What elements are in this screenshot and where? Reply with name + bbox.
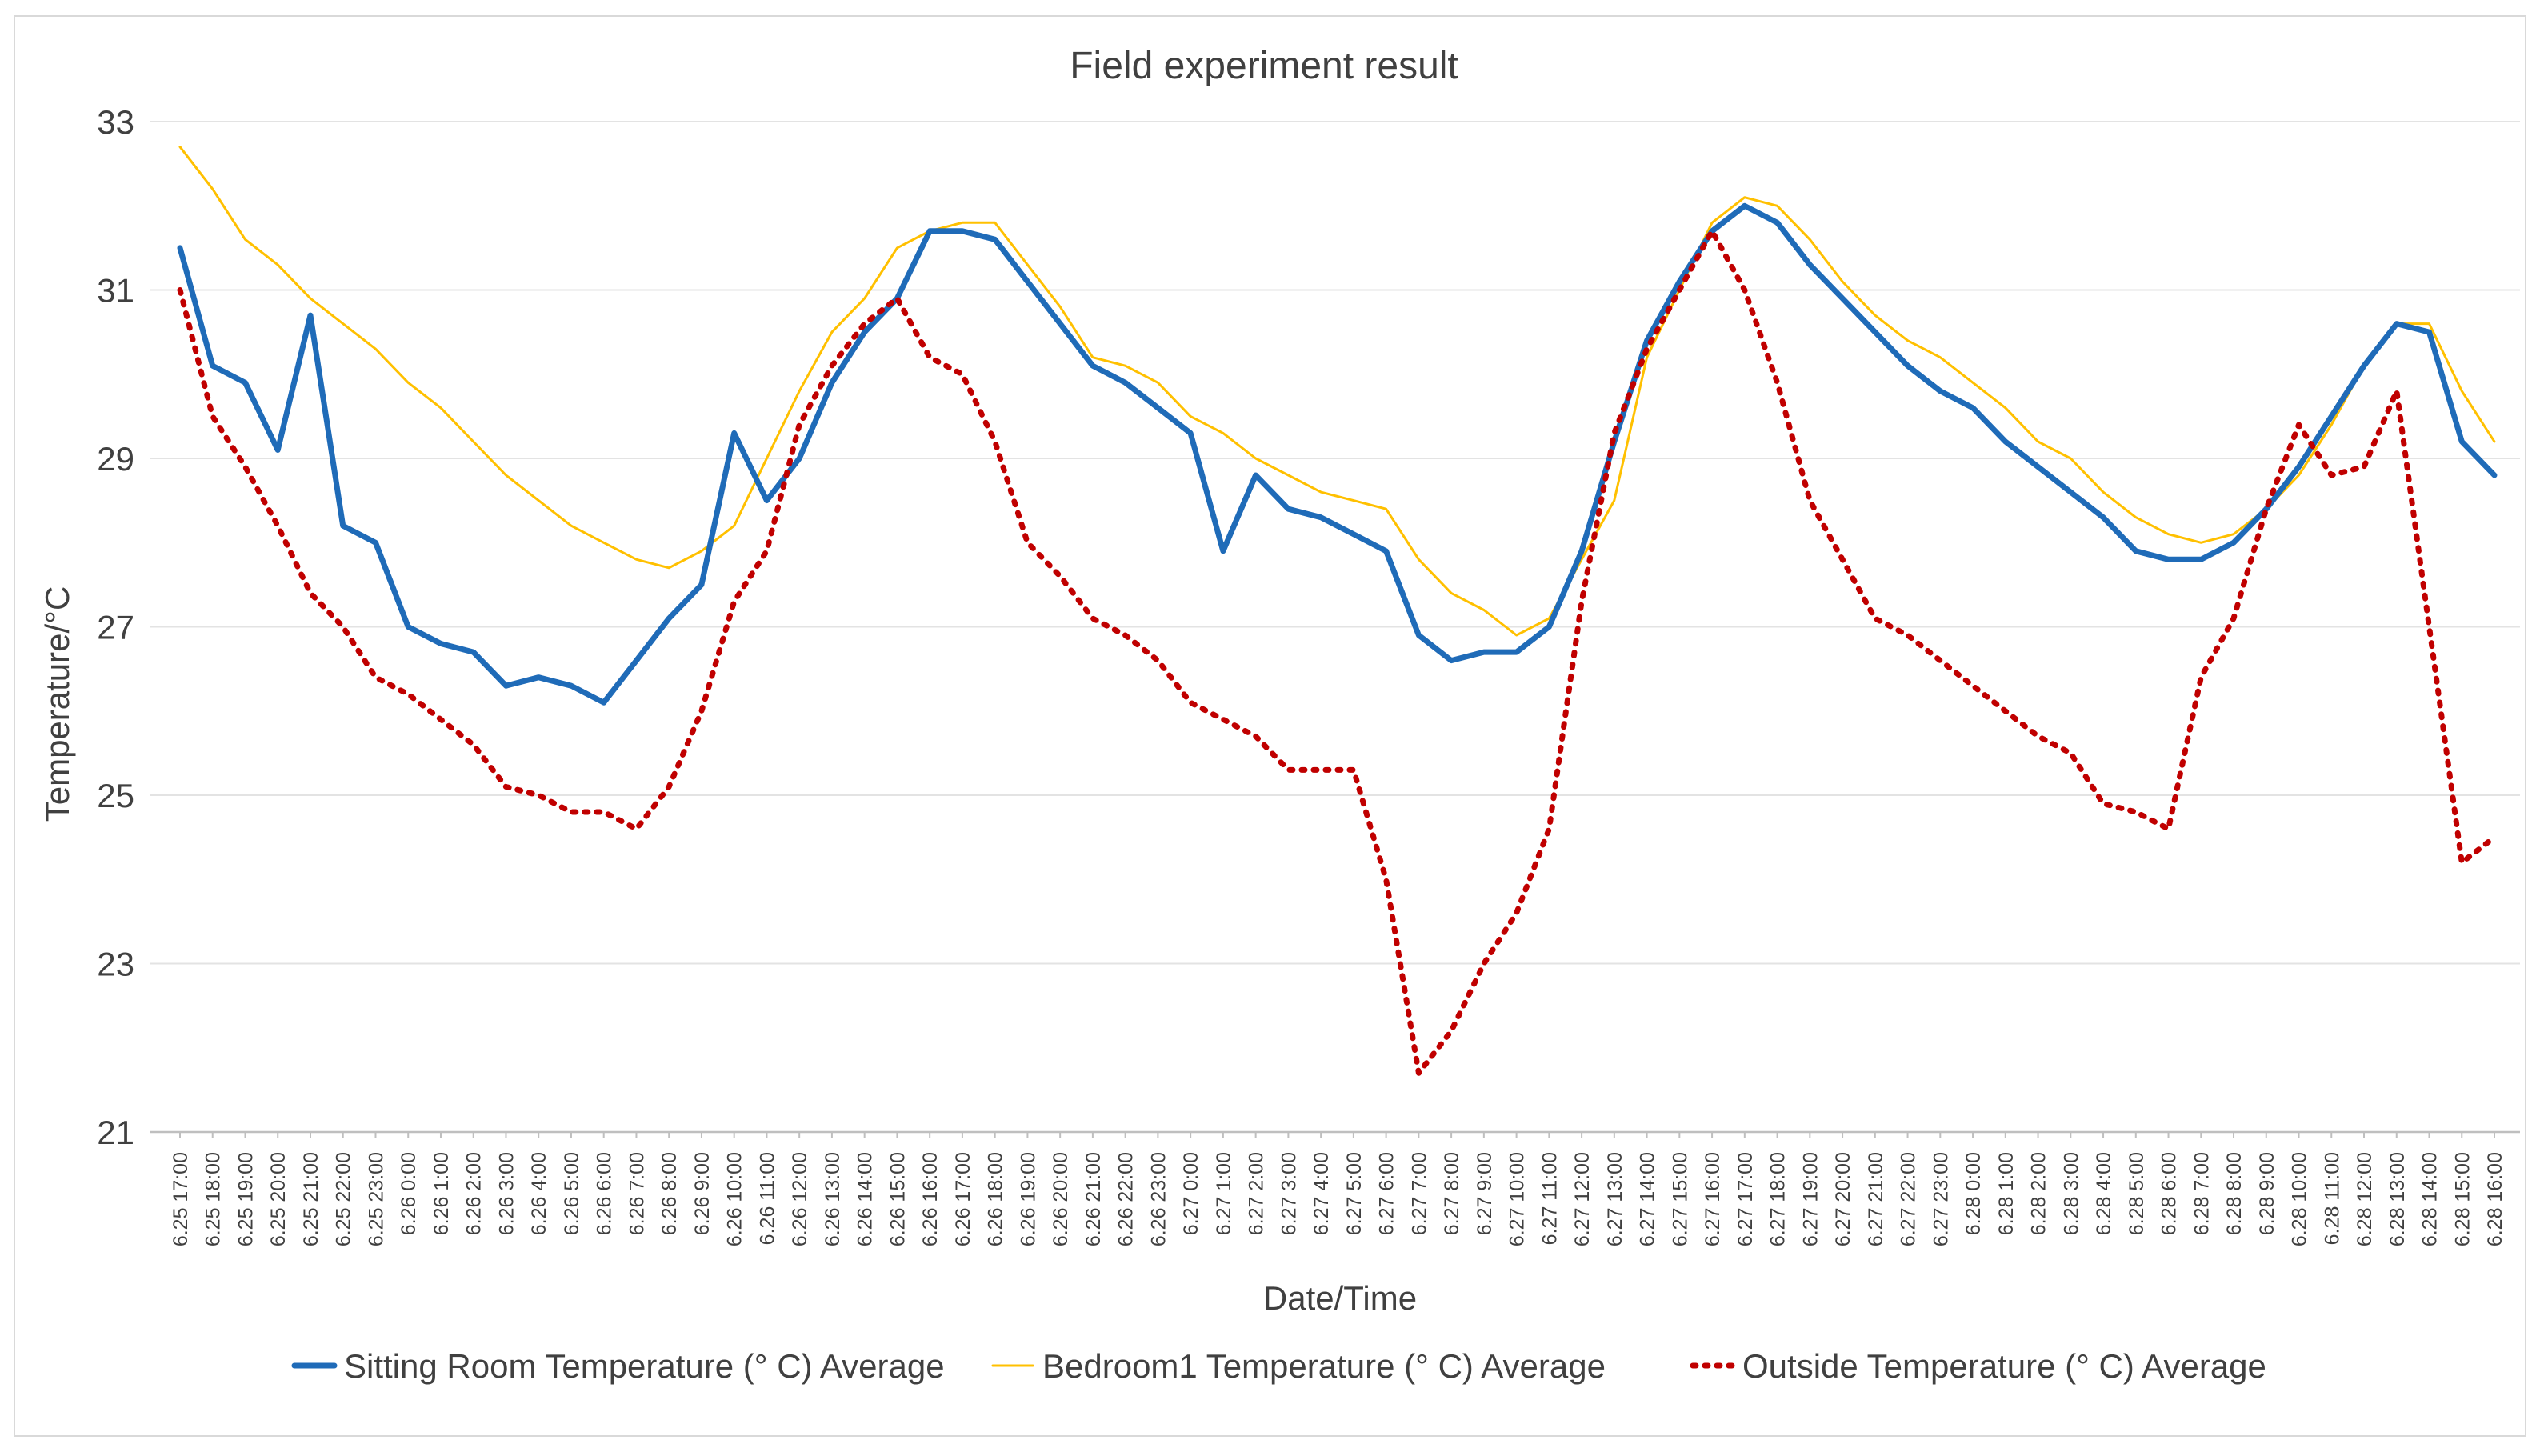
- x-tick-label: 6.26 0:00: [398, 1152, 420, 1235]
- x-tick-label: 6.27 7:00: [1408, 1152, 1430, 1235]
- series-line-2: [177, 228, 2498, 1076]
- x-tick-label: 6.26 6:00: [594, 1152, 616, 1235]
- chart-title: Field experiment result: [1070, 45, 1458, 87]
- x-tick-label: 6.26 2:00: [463, 1152, 486, 1235]
- series-lines: [177, 146, 2498, 1076]
- x-tick-label: 6.26 21:00: [1082, 1152, 1105, 1246]
- x-tick-label: 6.26 11:00: [756, 1152, 778, 1245]
- x-tick-label: 6.27 16:00: [1702, 1152, 1724, 1246]
- x-tick-label: 6.28 16:00: [2484, 1152, 2506, 1246]
- x-tick-label: 6.27 17:00: [1734, 1152, 1757, 1246]
- x-tick-label: 6.26 19:00: [1017, 1152, 1039, 1246]
- y-axis-ticks: 21 23 25 27 29 31 33: [97, 103, 134, 1151]
- x-tick-label: 6.25 22:00: [333, 1152, 355, 1246]
- x-tick-label: 6.27 20:00: [1832, 1152, 1854, 1246]
- x-tick-label: 6.28 2:00: [2028, 1152, 2050, 1235]
- x-tick-label: 6.25 23:00: [365, 1152, 387, 1246]
- x-tick-label: 6.26 20:00: [1050, 1152, 1072, 1246]
- legend-label-1: Bedroom1 Temperature (° C) Average: [1042, 1347, 1606, 1385]
- x-tick-label: 6.26 15:00: [886, 1152, 909, 1246]
- y-tick-label: 27: [97, 609, 134, 646]
- x-tick-label: 6.26 10:00: [724, 1152, 746, 1246]
- x-tick-label: 6.27 18:00: [1767, 1152, 1790, 1246]
- x-tick-label: 6.28 10:00: [2289, 1152, 2311, 1246]
- x-tick-label: 6.27 5:00: [1343, 1152, 1366, 1235]
- x-tick-label: 6.26 5:00: [561, 1152, 583, 1235]
- x-tick-label: 6.27 12:00: [1571, 1152, 1594, 1246]
- x-tick-label: 6.28 14:00: [2419, 1152, 2442, 1246]
- y-axis-label: Temperature/°C: [38, 586, 76, 822]
- x-tick-label: 6.28 11:00: [2321, 1152, 2343, 1245]
- x-tick-label: 6.26 17:00: [952, 1152, 974, 1246]
- x-tick-label: 6.28 15:00: [2451, 1152, 2474, 1246]
- x-tick-label: 6.28 5:00: [2126, 1152, 2148, 1235]
- x-tick-label: 6.27 10:00: [1506, 1152, 1529, 1246]
- x-tick-label: 6.28 4:00: [2093, 1152, 2115, 1235]
- y-tick-label: 31: [97, 272, 134, 310]
- x-tick-label: 6.27 23:00: [1930, 1152, 1952, 1246]
- x-tick-label: 6.27 22:00: [1898, 1152, 1920, 1246]
- x-tick-label: 6.27 11:00: [1538, 1152, 1561, 1245]
- x-tick-label: 6.26 14:00: [854, 1152, 877, 1246]
- x-tick-label: 6.27 0:00: [1180, 1152, 1202, 1235]
- x-tick-label: 6.26 23:00: [1147, 1152, 1170, 1246]
- legend: Sitting Room Temperature (° C) Average Be…: [291, 1347, 2266, 1385]
- x-tick-label: 6.27 19:00: [1799, 1152, 1822, 1246]
- x-tick-label: 6.28 3:00: [2060, 1152, 2082, 1235]
- x-tick-label: 6.27 13:00: [1604, 1152, 1626, 1246]
- x-tick-label: 6.27 15:00: [1669, 1152, 1691, 1246]
- gridlines: [150, 121, 2520, 1134]
- x-tick-label: 6.26 13:00: [822, 1152, 844, 1246]
- y-tick-label: 25: [97, 777, 134, 814]
- x-tick-label: 6.26 16:00: [919, 1152, 942, 1246]
- legend-label-0: Sitting Room Temperature (° C) Average: [344, 1347, 945, 1385]
- y-tick-label: 33: [97, 103, 134, 141]
- x-tick-label: 6.25 19:00: [234, 1152, 257, 1246]
- x-tick-label: 6.25 20:00: [267, 1152, 290, 1246]
- x-tick-label: 6.25 18:00: [202, 1152, 225, 1246]
- x-tick-label: 6.25 17:00: [170, 1152, 192, 1246]
- x-tick-label: 6.27 8:00: [1441, 1152, 1463, 1235]
- x-tick-label: 6.28 13:00: [2386, 1152, 2409, 1246]
- x-tick-label: 6.27 3:00: [1278, 1152, 1300, 1235]
- y-tick-label: 29: [97, 440, 134, 478]
- x-tick-label: 6.26 1:00: [430, 1152, 453, 1235]
- x-tick-label: 6.27 4:00: [1310, 1152, 1333, 1235]
- x-tick-label: 6.28 12:00: [2354, 1152, 2376, 1246]
- x-tick-label: 6.26 8:00: [658, 1152, 681, 1235]
- x-tick-label: 6.27 21:00: [1865, 1152, 1887, 1246]
- x-tick-label: 6.27 2:00: [1246, 1152, 1268, 1235]
- x-tick-label: 6.25 21:00: [300, 1152, 322, 1246]
- y-tick-label: 21: [97, 1114, 134, 1151]
- chart-area-border: [14, 15, 2526, 1437]
- series-line-0: [177, 202, 2498, 706]
- x-tick-label: 6.27 14:00: [1637, 1152, 1659, 1246]
- x-tick-label: 6.26 22:00: [1115, 1152, 1138, 1246]
- x-tick-label: 6.28 8:00: [2223, 1152, 2246, 1235]
- x-tick-label: 6.28 1:00: [1995, 1152, 2018, 1235]
- x-tick-label: 6.26 12:00: [789, 1152, 811, 1246]
- x-tick-label: 6.28 7:00: [2190, 1152, 2213, 1235]
- x-tick-label: 6.26 4:00: [528, 1152, 550, 1235]
- x-axis-label: Date/Time: [1263, 1279, 1417, 1317]
- x-tick-label: 6.27 6:00: [1376, 1152, 1398, 1235]
- x-tick-label: 6.26 7:00: [626, 1152, 648, 1235]
- x-tick-label: 6.26 3:00: [495, 1152, 518, 1235]
- x-tick-label: 6.26 18:00: [985, 1152, 1007, 1246]
- x-axis-ticks: 6.25 17:00 6.25 18:00 6.25 19:00 6.25 20:00…: [170, 1132, 2506, 1246]
- x-tick-label: 6.28 9:00: [2256, 1152, 2278, 1235]
- y-tick-label: 23: [97, 946, 134, 983]
- x-tick-label: 6.27 1:00: [1213, 1152, 1235, 1235]
- x-tick-label: 6.28 6:00: [2158, 1152, 2181, 1235]
- x-tick-label: 6.28 0:00: [1962, 1152, 1985, 1235]
- x-tick-label: 6.27 9:00: [1474, 1152, 1496, 1235]
- legend-label-2: Outside Temperature (° C) Average: [1742, 1347, 2266, 1385]
- x-tick-label: 6.26 9:00: [691, 1152, 714, 1235]
- series-line-1: [178, 146, 2496, 637]
